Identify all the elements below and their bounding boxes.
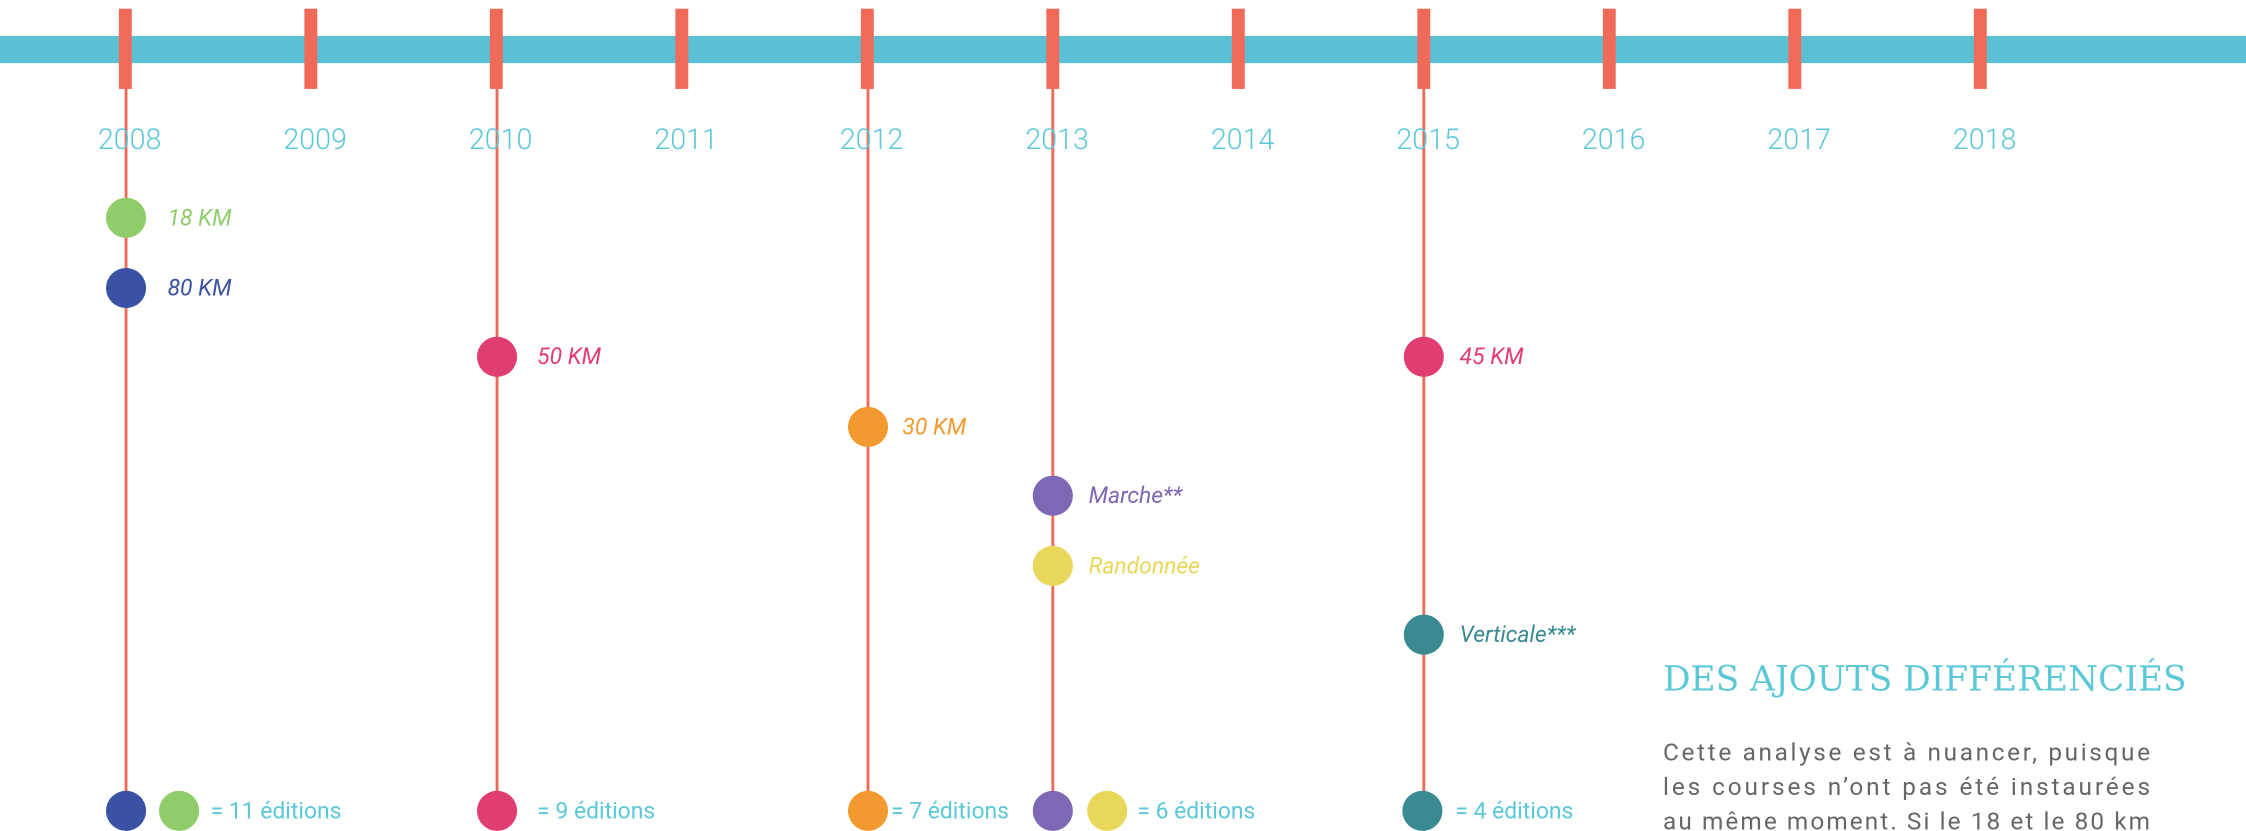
sidebar-title: DES AJOUTS DIFFÉRENCIÉS xyxy=(1663,659,2187,700)
event-label: 50 KM xyxy=(537,343,602,370)
dot xyxy=(476,790,518,831)
dot xyxy=(1087,790,1128,831)
event-label: 18 KM xyxy=(168,204,233,231)
year-label: 2017 xyxy=(1767,122,1831,156)
tick xyxy=(1602,8,1616,89)
tick xyxy=(1417,8,1431,89)
year-label: 2012 xyxy=(840,122,904,156)
dot xyxy=(1402,790,1443,831)
year-label: 2009 xyxy=(283,122,347,156)
tick xyxy=(1231,8,1245,89)
dot xyxy=(105,790,147,831)
year-label: 2014 xyxy=(1211,122,1275,156)
year-label: 2008 xyxy=(98,122,162,156)
event-label: Verticale*** xyxy=(1460,621,1577,648)
dot xyxy=(1032,545,1073,586)
total-label: = 6 éditions xyxy=(1137,797,1255,824)
tick xyxy=(304,8,318,89)
dot xyxy=(1403,336,1444,377)
year-label: 2018 xyxy=(1953,122,2017,156)
dot xyxy=(1032,475,1073,516)
year-label: 2016 xyxy=(1582,122,1646,156)
dot xyxy=(1032,790,1073,831)
total-label: = 7 éditions xyxy=(891,797,1009,824)
tick xyxy=(860,8,874,89)
event-label: Randonnée xyxy=(1089,552,1201,579)
tick xyxy=(1046,8,1060,89)
total-label: = 4 éditions xyxy=(1455,797,1573,824)
year-label: 2013 xyxy=(1025,122,1089,156)
sidebar-line: les courses n’ont pas été instaurées xyxy=(1663,772,2150,801)
tick xyxy=(1788,8,1802,89)
total-label: = 11 éditions xyxy=(211,797,342,824)
dot xyxy=(847,406,889,448)
dot xyxy=(476,336,518,377)
tick xyxy=(118,8,132,89)
year-label: 2015 xyxy=(1396,122,1460,156)
dot xyxy=(847,790,889,831)
timeline-bar xyxy=(0,35,2246,64)
vertical-lines xyxy=(124,86,1426,831)
dot xyxy=(105,197,147,238)
years: 2008 2009 2010 2011 2012 2013 2014 2015 2016 2017… xyxy=(98,8,2017,156)
sidebar-line: Cette analyse est à nuancer, puisque xyxy=(1663,738,2150,767)
event-label: 30 KM xyxy=(902,413,967,440)
event-label: 80 KM xyxy=(168,274,233,301)
dot xyxy=(105,267,147,309)
tick xyxy=(675,8,689,89)
event-label: 45 KM xyxy=(1460,343,1525,370)
tick xyxy=(1973,8,1987,89)
tick xyxy=(489,8,503,89)
dot xyxy=(158,790,200,831)
year-label: 2010 xyxy=(469,122,533,156)
total-label: = 9 éditions xyxy=(537,797,655,824)
dot xyxy=(1403,614,1444,655)
event-label: Marche** xyxy=(1089,482,1184,509)
year-label: 2011 xyxy=(654,122,718,156)
sidebar-line: au même moment. Si le 18 et le 80 km xyxy=(1663,806,2150,831)
